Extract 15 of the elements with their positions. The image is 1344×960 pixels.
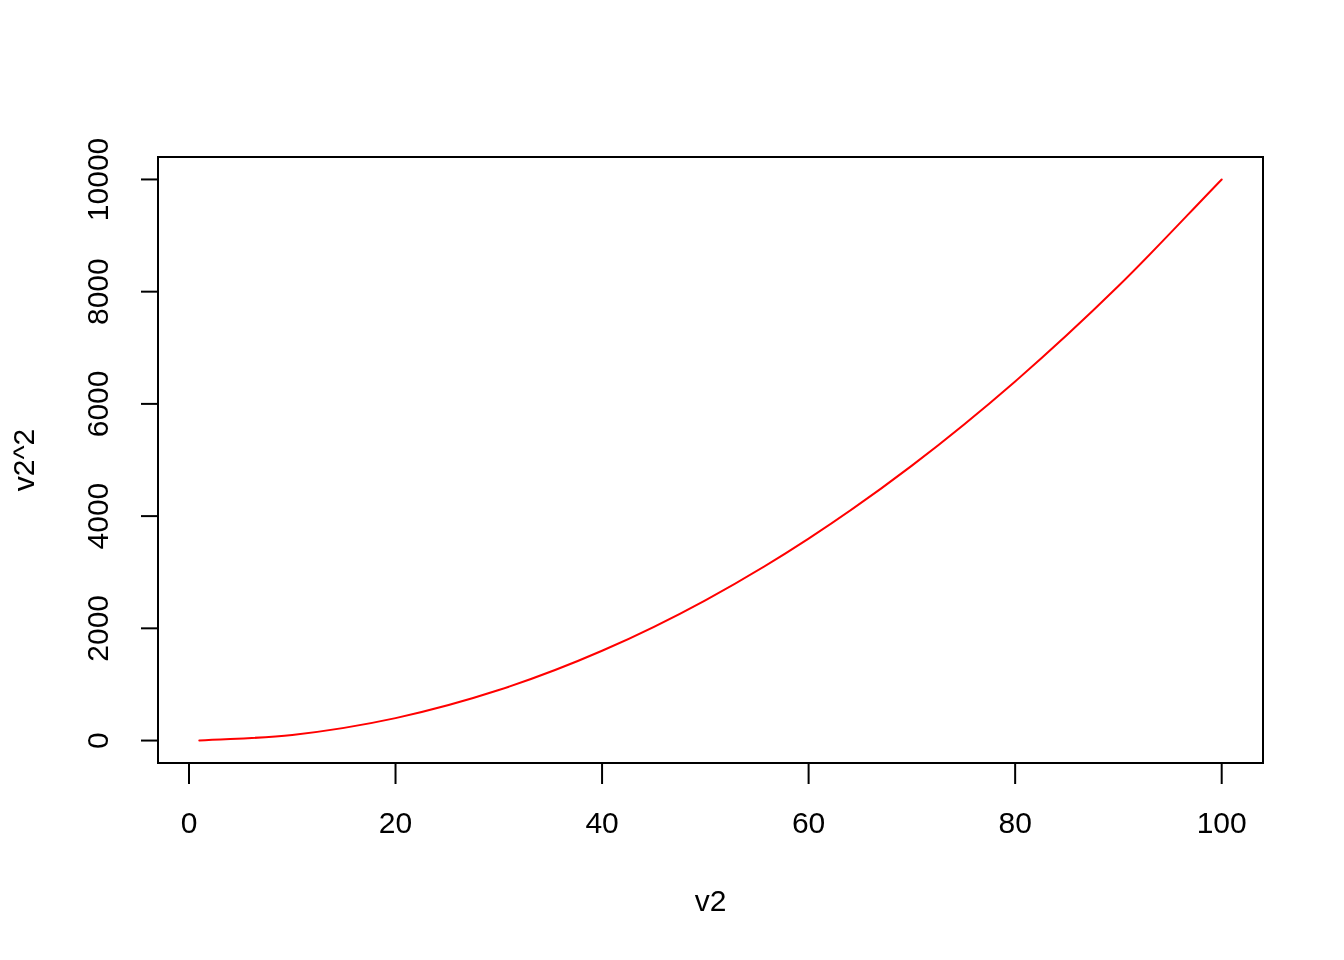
x-tick-label: 0 xyxy=(180,806,198,840)
x-axis-title: v2 xyxy=(694,884,727,918)
y-tick-label: 4000 xyxy=(81,482,115,550)
x-tick-label: 20 xyxy=(378,806,413,840)
y-tick-label: 0 xyxy=(81,732,115,749)
x-tick-label: 80 xyxy=(998,806,1032,840)
y-tick-label: 8000 xyxy=(81,258,115,326)
y-tick-label: 10000 xyxy=(81,137,115,222)
x-tick-label: 100 xyxy=(1196,806,1247,840)
y-axis-title: v2^2 xyxy=(7,428,41,492)
x-tick-label: 40 xyxy=(585,806,619,840)
y-tick-label: 2000 xyxy=(81,594,115,662)
y-tick-label: 6000 xyxy=(81,370,115,438)
line-series xyxy=(198,178,1223,742)
x-tick-label: 60 xyxy=(791,806,826,840)
